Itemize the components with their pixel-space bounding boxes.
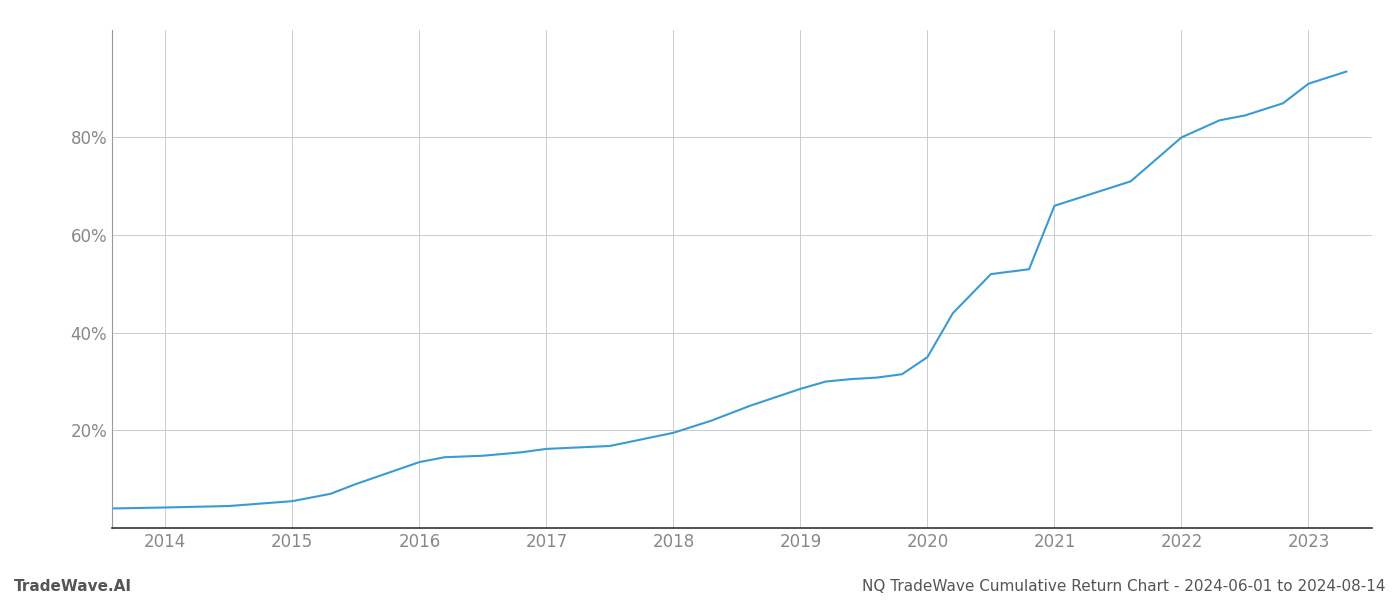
Text: NQ TradeWave Cumulative Return Chart - 2024-06-01 to 2024-08-14: NQ TradeWave Cumulative Return Chart - 2… xyxy=(862,579,1386,594)
Text: TradeWave.AI: TradeWave.AI xyxy=(14,579,132,594)
